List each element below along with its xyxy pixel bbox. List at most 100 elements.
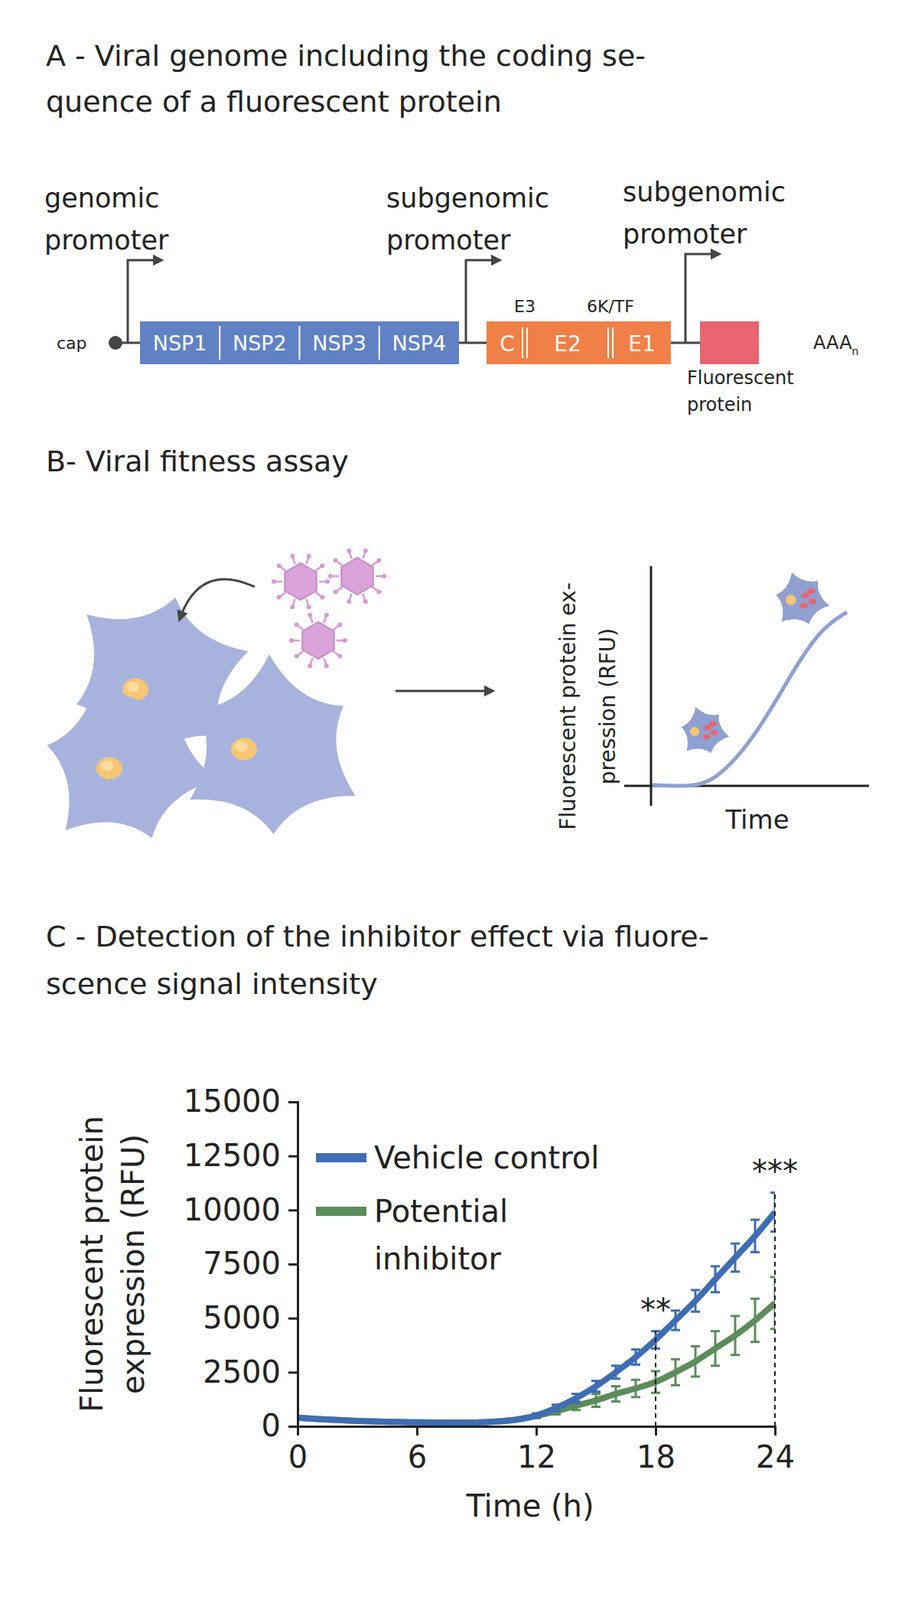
x-axis-tick-label: 0 xyxy=(288,1438,308,1475)
error-bar-cap xyxy=(750,1250,760,1254)
error-bar-cap xyxy=(611,1399,621,1403)
legend-item: Potentialinhibitor xyxy=(315,1193,508,1277)
x-axis-tick-mark xyxy=(774,1425,777,1436)
error-bars xyxy=(297,1276,775,1423)
gene-label: NSP4 xyxy=(391,331,446,355)
y-axis-tick: 12500 xyxy=(183,1137,298,1173)
virus-spike-tip xyxy=(294,654,300,659)
cell xyxy=(47,673,217,838)
virus-spike-tip xyxy=(337,621,342,627)
series xyxy=(297,1192,775,1423)
polya-sub: n xyxy=(852,345,860,358)
promoter-arrow xyxy=(465,260,497,343)
y-axis-tick: 5000 xyxy=(202,1299,298,1335)
error-bar-cap xyxy=(730,1242,740,1245)
error-bar-cap xyxy=(730,1353,740,1356)
error-bar-cap xyxy=(690,1344,700,1348)
polya-text: AAA xyxy=(813,332,853,354)
error-bar-cap xyxy=(690,1374,700,1377)
error-bars xyxy=(297,1192,775,1423)
virus-spike-tip xyxy=(276,595,282,600)
x-axis-tick-mark xyxy=(416,1425,419,1436)
y-axis-tick-mark xyxy=(288,1155,298,1158)
panel-title: quence of a fluorescent protein xyxy=(45,84,502,119)
error-bar-cap xyxy=(631,1363,641,1366)
y-axis-tick: 10000 xyxy=(183,1191,298,1228)
promoter-arrow xyxy=(685,253,717,343)
gene-divider xyxy=(378,325,381,360)
significance-label: *** xyxy=(751,1153,798,1189)
virus-spike-tip xyxy=(328,573,333,579)
figure: A - Viral genome including the coding se… xyxy=(0,0,918,1600)
virus-spike-tip xyxy=(294,621,300,627)
reporter-dot xyxy=(800,592,810,599)
virus-spike-tip xyxy=(289,638,294,643)
virus-spike-tip xyxy=(333,589,339,595)
x-axis-tick: 6 xyxy=(407,1425,427,1475)
structural-box xyxy=(486,321,671,365)
virus xyxy=(328,548,387,605)
reporter-label: Fluorescent xyxy=(686,367,795,389)
reporter-dot xyxy=(799,602,808,609)
gene-sublabel: 6K/TF xyxy=(586,296,635,316)
virus-spike-tip xyxy=(307,612,313,618)
virus-spike-tip xyxy=(319,595,325,600)
error-bar-cap xyxy=(710,1290,720,1293)
x-axis-tick: 12 xyxy=(517,1425,557,1475)
plot-area xyxy=(297,1192,775,1423)
reporter-dot xyxy=(710,729,719,736)
y-axis-tick-label: 5000 xyxy=(202,1299,281,1335)
gene-divider xyxy=(612,327,614,359)
error-bar-cap xyxy=(690,1310,700,1313)
y-axis-tick-label: 15000 xyxy=(183,1083,281,1119)
nucleus-highlight xyxy=(234,741,248,752)
gene-label: NSP2 xyxy=(232,331,287,355)
promoter-label: promoter xyxy=(622,218,748,250)
error-bar-cap xyxy=(770,1191,775,1194)
x-axis-tick-label: 24 xyxy=(755,1438,795,1475)
error-bar-cap xyxy=(730,1314,740,1317)
virus-spike-tip xyxy=(333,557,339,563)
mini-y-axis xyxy=(650,566,653,806)
error-bar-cap xyxy=(710,1264,720,1267)
error-bar-cap xyxy=(770,1275,775,1278)
mini-y-label: pression (RFU) xyxy=(595,628,621,785)
error-bar-cap xyxy=(591,1405,601,1408)
annotation-guide xyxy=(774,1192,776,1426)
virus-spike-tip xyxy=(306,604,312,609)
virus-spike-tip xyxy=(324,612,329,618)
y-axis-tick-label: 12500 xyxy=(183,1137,281,1173)
cell-icon xyxy=(775,572,830,625)
legend-item: Vehicle control xyxy=(315,1139,599,1176)
virus-spike-tip xyxy=(376,589,381,595)
error-bar-cap xyxy=(670,1328,681,1332)
nonstructural-box xyxy=(139,321,459,365)
error-bar-cap xyxy=(631,1347,641,1351)
reporter-dot xyxy=(703,725,712,731)
virus-spike-tip xyxy=(337,654,342,659)
virus-spike-tip xyxy=(289,604,295,609)
cell xyxy=(189,654,355,834)
y-axis-tick: 2500 xyxy=(202,1354,298,1390)
y-axis: 0250050007500100001250015000 xyxy=(183,1083,299,1443)
error-bar-cap xyxy=(690,1288,700,1291)
virus-spike-tip xyxy=(346,598,352,604)
panel-a: A - Viral genome including the coding se… xyxy=(44,39,859,416)
promoter-arrow xyxy=(127,260,159,343)
virus-capsid xyxy=(302,621,335,659)
virus-spike-tip xyxy=(376,557,381,563)
virus-spike-tip xyxy=(325,579,330,584)
mini-curve xyxy=(652,612,847,786)
error-bar-cap xyxy=(710,1363,720,1367)
process-arrow xyxy=(395,690,490,693)
legend: Vehicle control Potentialinhibitor xyxy=(315,1139,599,1277)
infection-arrow xyxy=(180,579,255,617)
error-bar-cap xyxy=(631,1395,641,1398)
x-axis-tick: 0 xyxy=(288,1425,308,1475)
x-axis-tick-mark xyxy=(535,1425,538,1436)
x-axis-tick: 24 xyxy=(755,1425,795,1475)
gene-label: E2 xyxy=(553,331,582,357)
legend-swatch xyxy=(315,1152,367,1163)
figure-svg: A - Viral genome including the coding se… xyxy=(0,0,918,1600)
y-axis-tick-mark xyxy=(288,1370,298,1374)
